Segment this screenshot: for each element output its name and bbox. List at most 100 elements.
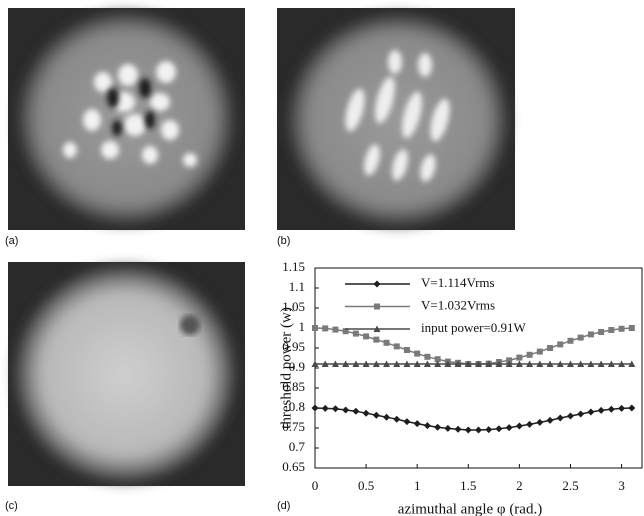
marker <box>383 339 390 346</box>
x-tick-label: 2 <box>516 478 523 493</box>
marker <box>342 406 350 414</box>
marker <box>312 325 318 331</box>
marker <box>597 360 605 367</box>
marker <box>342 360 350 367</box>
marker <box>362 409 370 417</box>
panel-label: (b) <box>277 235 290 247</box>
marker <box>526 420 534 428</box>
legend-label: V=1.114Vrms <box>421 275 495 290</box>
marker <box>321 360 329 367</box>
marker <box>577 334 584 341</box>
marker <box>505 424 513 432</box>
marker <box>403 360 411 367</box>
marker <box>464 426 472 434</box>
series-line <box>314 407 632 431</box>
x-tick-label: 0 <box>312 478 319 493</box>
image-c <box>8 262 245 486</box>
marker <box>444 360 452 367</box>
marker <box>536 418 544 426</box>
marker <box>628 360 636 367</box>
marker <box>536 348 543 355</box>
marker <box>505 360 513 367</box>
marker <box>372 360 380 367</box>
x-tick-label: 2.5 <box>562 478 578 493</box>
marker <box>618 325 625 332</box>
y-tick-label: 0.7 <box>289 439 306 454</box>
x-tick-label: 1.5 <box>460 478 476 493</box>
marker <box>495 360 503 367</box>
panel-label: (d) <box>277 500 290 512</box>
marker <box>556 414 564 422</box>
marker <box>414 350 421 357</box>
marker <box>526 351 533 358</box>
marker <box>587 408 595 416</box>
y-tick-label: 0.9 <box>289 359 305 374</box>
marker <box>413 360 421 367</box>
marker <box>423 360 431 367</box>
x-tick-label: 3 <box>618 478 625 493</box>
marker <box>413 420 421 428</box>
marker <box>362 360 370 367</box>
marker <box>608 327 615 333</box>
marker <box>618 360 626 367</box>
marker <box>454 360 462 367</box>
marker <box>485 426 493 434</box>
marker <box>546 416 554 424</box>
marker <box>577 410 585 418</box>
marker <box>598 329 605 335</box>
legend-marker <box>373 325 381 332</box>
marker <box>332 326 339 333</box>
marker <box>587 331 594 338</box>
marker <box>566 412 574 420</box>
marker <box>434 423 442 431</box>
marker <box>515 360 523 367</box>
marker <box>383 360 391 367</box>
y-axis-label: threshold power (w) <box>278 307 294 429</box>
marker <box>597 406 605 414</box>
panel-label: (a) <box>5 235 18 247</box>
marker <box>607 360 615 367</box>
marker <box>628 325 635 331</box>
marker <box>516 354 523 361</box>
y-tick-label: 0.75 <box>282 419 305 434</box>
marker <box>556 360 564 367</box>
marker <box>607 405 615 413</box>
marker <box>475 360 482 367</box>
y-tick-label: 1 <box>299 319 306 334</box>
panel-label: (c) <box>5 500 18 512</box>
marker <box>352 330 359 337</box>
marker <box>577 360 585 367</box>
y-tick-label: 1.15 <box>282 259 305 274</box>
marker <box>342 328 349 335</box>
marker <box>352 407 360 415</box>
marker <box>464 360 472 367</box>
marker <box>557 341 564 348</box>
marker <box>363 333 370 340</box>
marker <box>393 343 400 350</box>
y-tick-label: 1.05 <box>282 299 305 314</box>
legend-marker <box>373 280 381 288</box>
marker <box>444 424 452 432</box>
marker <box>322 325 329 332</box>
legend-label: input power=0.91W <box>421 320 527 335</box>
marker <box>423 422 431 430</box>
marker <box>393 360 401 367</box>
y-tick-label: 0.8 <box>289 399 305 414</box>
x-tick-label: 0.5 <box>358 478 374 493</box>
image-a <box>8 8 245 230</box>
marker <box>618 404 626 412</box>
marker <box>434 356 441 363</box>
marker <box>567 337 574 344</box>
y-tick-label: 1.1 <box>289 279 305 294</box>
marker <box>628 404 636 412</box>
legend-marker <box>374 303 380 310</box>
marker <box>587 360 595 367</box>
y-tick-label: 0.85 <box>282 379 305 394</box>
marker <box>403 418 411 426</box>
image-b <box>277 8 515 230</box>
marker <box>526 360 534 367</box>
marker <box>331 405 339 413</box>
marker <box>373 336 380 343</box>
